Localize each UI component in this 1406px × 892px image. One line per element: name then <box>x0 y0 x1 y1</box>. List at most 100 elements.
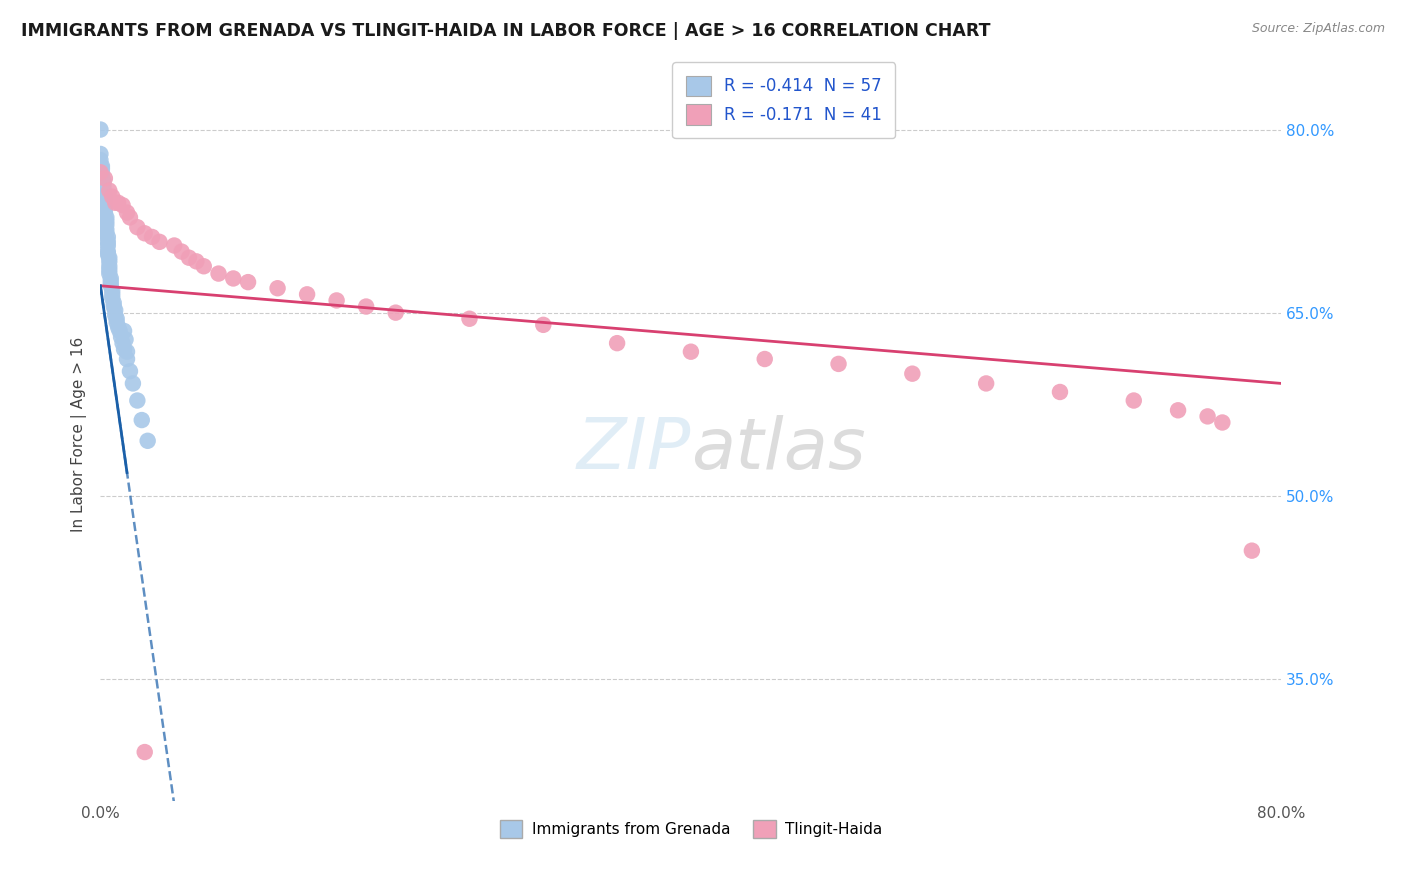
Point <box>93 178 115 192</box>
Point <box>236 275 259 289</box>
Point <box>97 235 120 249</box>
Point <box>115 205 138 219</box>
Point <box>112 324 135 338</box>
Y-axis label: In Labor Force | Age > 16: In Labor Force | Age > 16 <box>72 337 87 533</box>
Point <box>163 238 186 252</box>
Point <box>98 251 121 265</box>
Point <box>90 161 112 176</box>
Point <box>97 230 120 244</box>
Point <box>295 287 318 301</box>
Text: IMMIGRANTS FROM GRENADA VS TLINGIT-HAIDA IN LABOR FORCE | AGE > 16 CORRELATION C: IMMIGRANTS FROM GRENADA VS TLINGIT-HAIDA… <box>21 22 991 40</box>
Point <box>89 122 111 136</box>
Point <box>93 186 115 200</box>
Text: ZIP: ZIP <box>576 415 690 483</box>
Point <box>93 174 115 188</box>
Point <box>134 227 156 241</box>
Point <box>98 184 121 198</box>
Point <box>101 189 124 203</box>
Point <box>103 300 125 314</box>
Point <box>1211 416 1233 430</box>
Point <box>354 300 377 314</box>
Point <box>94 205 117 219</box>
Point <box>606 336 628 351</box>
Point <box>127 220 149 235</box>
Point <box>97 244 120 259</box>
Point <box>134 745 156 759</box>
Point <box>186 254 208 268</box>
Point <box>94 171 117 186</box>
Point <box>115 344 138 359</box>
Point <box>94 189 117 203</box>
Point <box>98 267 121 281</box>
Point <box>97 238 120 252</box>
Point <box>94 202 117 216</box>
Point <box>115 351 138 366</box>
Point <box>118 364 141 378</box>
Point <box>754 351 776 366</box>
Point <box>101 291 124 305</box>
Point <box>96 214 118 228</box>
Point <box>100 271 122 285</box>
Point <box>118 211 141 225</box>
Point <box>104 308 127 322</box>
Point <box>96 227 118 241</box>
Point <box>177 251 200 265</box>
Point <box>827 357 849 371</box>
Point <box>104 303 127 318</box>
Point <box>93 181 115 195</box>
Point <box>222 271 245 285</box>
Point <box>94 194 117 208</box>
Point <box>136 434 159 448</box>
Point <box>901 367 924 381</box>
Point <box>325 293 347 308</box>
Point <box>98 263 121 277</box>
Point <box>193 259 215 273</box>
Point <box>111 336 134 351</box>
Point <box>105 315 128 329</box>
Text: atlas: atlas <box>690 415 866 483</box>
Point <box>141 230 163 244</box>
Point <box>98 259 121 273</box>
Point <box>96 222 118 236</box>
Point <box>90 169 112 183</box>
Point <box>104 195 127 210</box>
Point <box>679 344 702 359</box>
Point <box>148 235 170 249</box>
Point <box>98 254 121 268</box>
Point <box>1240 543 1263 558</box>
Point <box>207 267 229 281</box>
Point <box>89 153 111 167</box>
Point <box>531 318 554 332</box>
Point <box>384 305 406 319</box>
Point <box>111 198 134 212</box>
Point <box>89 147 111 161</box>
Point <box>1167 403 1189 417</box>
Point <box>1049 384 1071 399</box>
Point <box>96 211 118 225</box>
Point <box>127 393 149 408</box>
Point <box>101 287 124 301</box>
Point <box>122 376 145 391</box>
Point <box>114 333 136 347</box>
Point <box>101 284 124 298</box>
Point <box>90 165 112 179</box>
Point <box>112 343 135 357</box>
Point <box>89 165 111 179</box>
Point <box>97 247 120 261</box>
Point <box>100 275 122 289</box>
Point <box>110 330 132 344</box>
Point <box>1122 393 1144 408</box>
Point <box>103 296 125 310</box>
Legend: Immigrants from Grenada, Tlingit-Haida: Immigrants from Grenada, Tlingit-Haida <box>494 814 889 845</box>
Point <box>170 244 193 259</box>
Point <box>96 218 118 232</box>
Point <box>974 376 997 391</box>
Point <box>105 311 128 326</box>
Point <box>107 195 129 210</box>
Point <box>100 278 122 293</box>
Point <box>1197 409 1219 424</box>
Text: Source: ZipAtlas.com: Source: ZipAtlas.com <box>1251 22 1385 36</box>
Point <box>90 159 112 173</box>
Point <box>107 320 129 334</box>
Point <box>458 311 481 326</box>
